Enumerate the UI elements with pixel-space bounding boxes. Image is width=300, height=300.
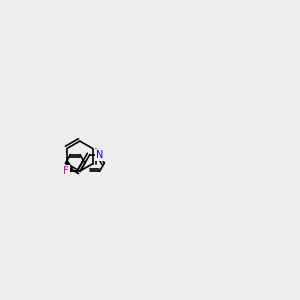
Text: F: F: [63, 167, 69, 176]
Text: N: N: [96, 150, 103, 160]
